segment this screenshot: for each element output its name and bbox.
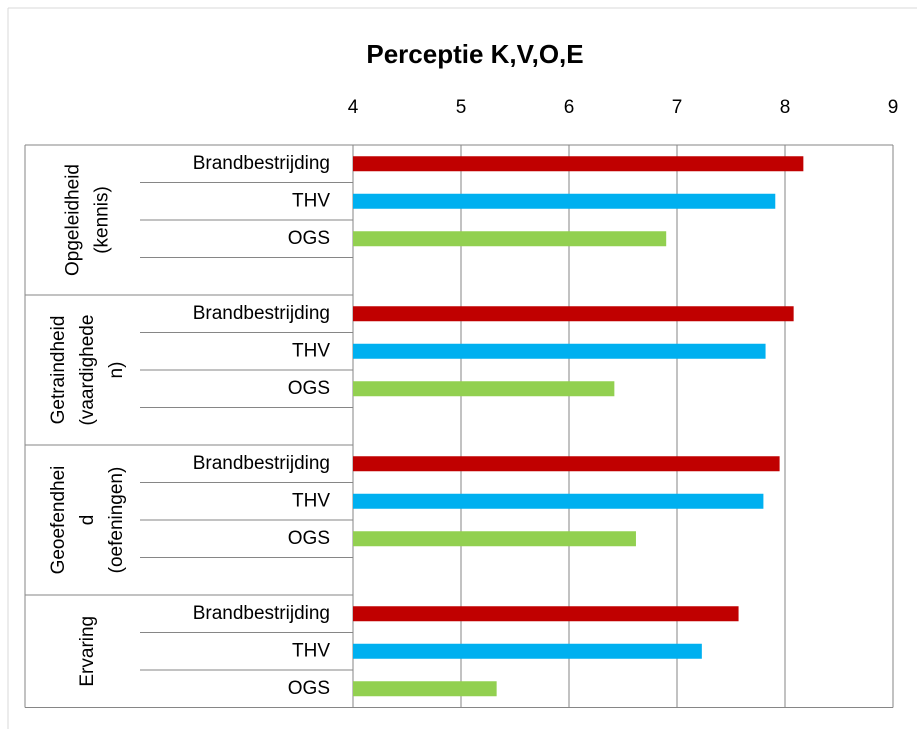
bar [353,193,776,209]
bar [353,606,739,622]
x-tick-label: 8 [780,97,791,118]
bar [353,231,667,247]
category-label: Brandbestrijding [193,453,330,474]
group-label: (oefeningen) [106,467,127,574]
category-label: THV [292,490,330,511]
chart-title: Perceptie K,V,O,E [366,39,583,69]
category-label: OGS [288,228,330,249]
bar [353,343,766,359]
category-label: OGS [288,528,330,549]
category-label: Brandbestrijding [193,303,330,324]
group-label: (vaardighede [77,315,98,426]
bar [353,456,780,472]
group-label: d [77,515,98,526]
bar [353,681,497,697]
group-label: Opgeleidheid [63,164,84,276]
bar [353,531,636,547]
x-tick-label: 7 [672,97,683,118]
category-label: THV [292,340,330,361]
x-tick-label: 9 [888,97,899,118]
bar [353,156,804,172]
x-tick-label: 4 [348,97,359,118]
category-label: Brandbestrijding [193,603,330,624]
group-label: Getraindheid [48,316,69,425]
category-label: OGS [288,678,330,699]
category-label: THV [292,640,330,661]
group-label: Geoefendhei [48,466,69,575]
group-label: n) [106,362,127,379]
x-tick-label: 5 [456,97,467,118]
category-label: THV [292,190,330,211]
x-tick-label: 6 [564,97,575,118]
category-label: OGS [288,378,330,399]
bar [353,493,764,509]
group-label: Ervaring [77,616,98,687]
category-label: Brandbestrijding [193,153,330,174]
bar [353,643,702,659]
bar [353,381,615,397]
bar [353,306,794,322]
group-label: (kennis) [92,186,113,254]
